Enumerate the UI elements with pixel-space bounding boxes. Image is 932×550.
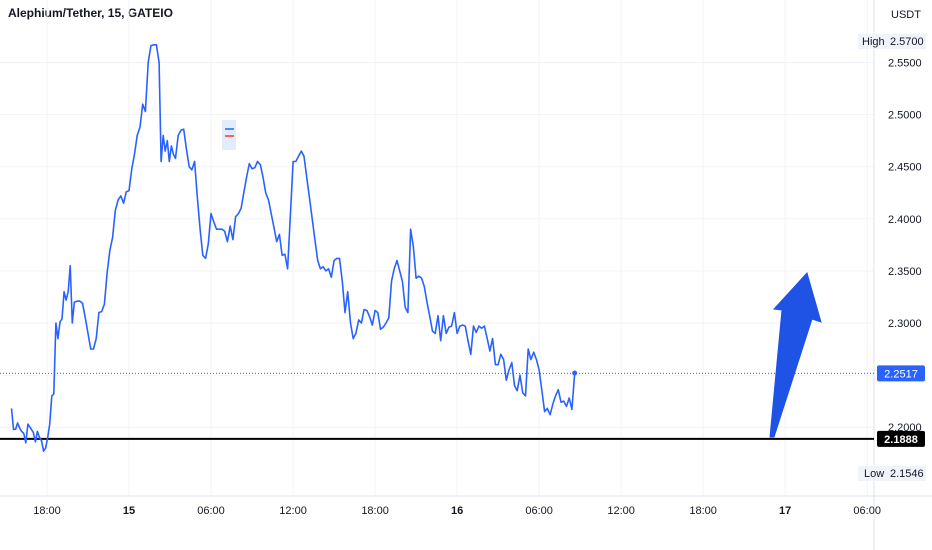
x-tick-label: 18:00 (361, 505, 389, 517)
time-axis[interactable]: 18:00 15 06:00 12:00 18:00 16 06:00 12:00 18:00 1… (33, 505, 881, 517)
y-tick-label: 2.4500 (888, 162, 922, 174)
current-price-tag: 2.2517 (877, 365, 925, 382)
x-tick-label: 18:00 (33, 505, 61, 517)
price-series-line (10, 43, 576, 453)
x-tick-label: 12:00 (279, 505, 307, 517)
y-tick-label: 2.3500 (888, 266, 922, 278)
y-tick-label: 2.5000 (888, 110, 922, 122)
low-badge-label: Low (864, 468, 884, 480)
low-badge-bg (858, 466, 926, 481)
grid-lines (0, 0, 874, 496)
chart-title: Alephium/Tether, 15, GATEIO (8, 6, 173, 20)
x-tick-label: 16 (451, 505, 463, 517)
support-price-value: 2.1888 (884, 434, 918, 446)
high-badge-bg (858, 34, 926, 49)
y-tick-label: 2.4000 (888, 214, 922, 226)
low-badge-value: 2.1546 (890, 468, 924, 480)
high-badge-value: 2.5700 (890, 36, 924, 48)
currency-label: USDT (891, 9, 921, 21)
x-tick-label: 06:00 (525, 505, 553, 517)
up-arrow-icon[interactable] (769, 272, 822, 438)
x-tick-label: 12:00 (607, 505, 635, 517)
x-tick-label: 06:00 (197, 505, 225, 517)
y-tick-label: 2.3000 (888, 318, 922, 330)
x-tick-label: 18:00 (689, 505, 717, 517)
y-tick-label: 2.5500 (888, 58, 922, 70)
support-price-tag: 2.1888 (877, 430, 925, 447)
last-price-point (572, 370, 578, 376)
current-price-value: 2.2517 (884, 368, 918, 380)
trade-marker-icon (222, 120, 236, 150)
x-tick-label: 15 (123, 505, 135, 517)
x-tick-label: 06:00 (853, 505, 881, 517)
high-badge-label: High (862, 36, 885, 48)
x-tick-label: 17 (779, 505, 791, 517)
